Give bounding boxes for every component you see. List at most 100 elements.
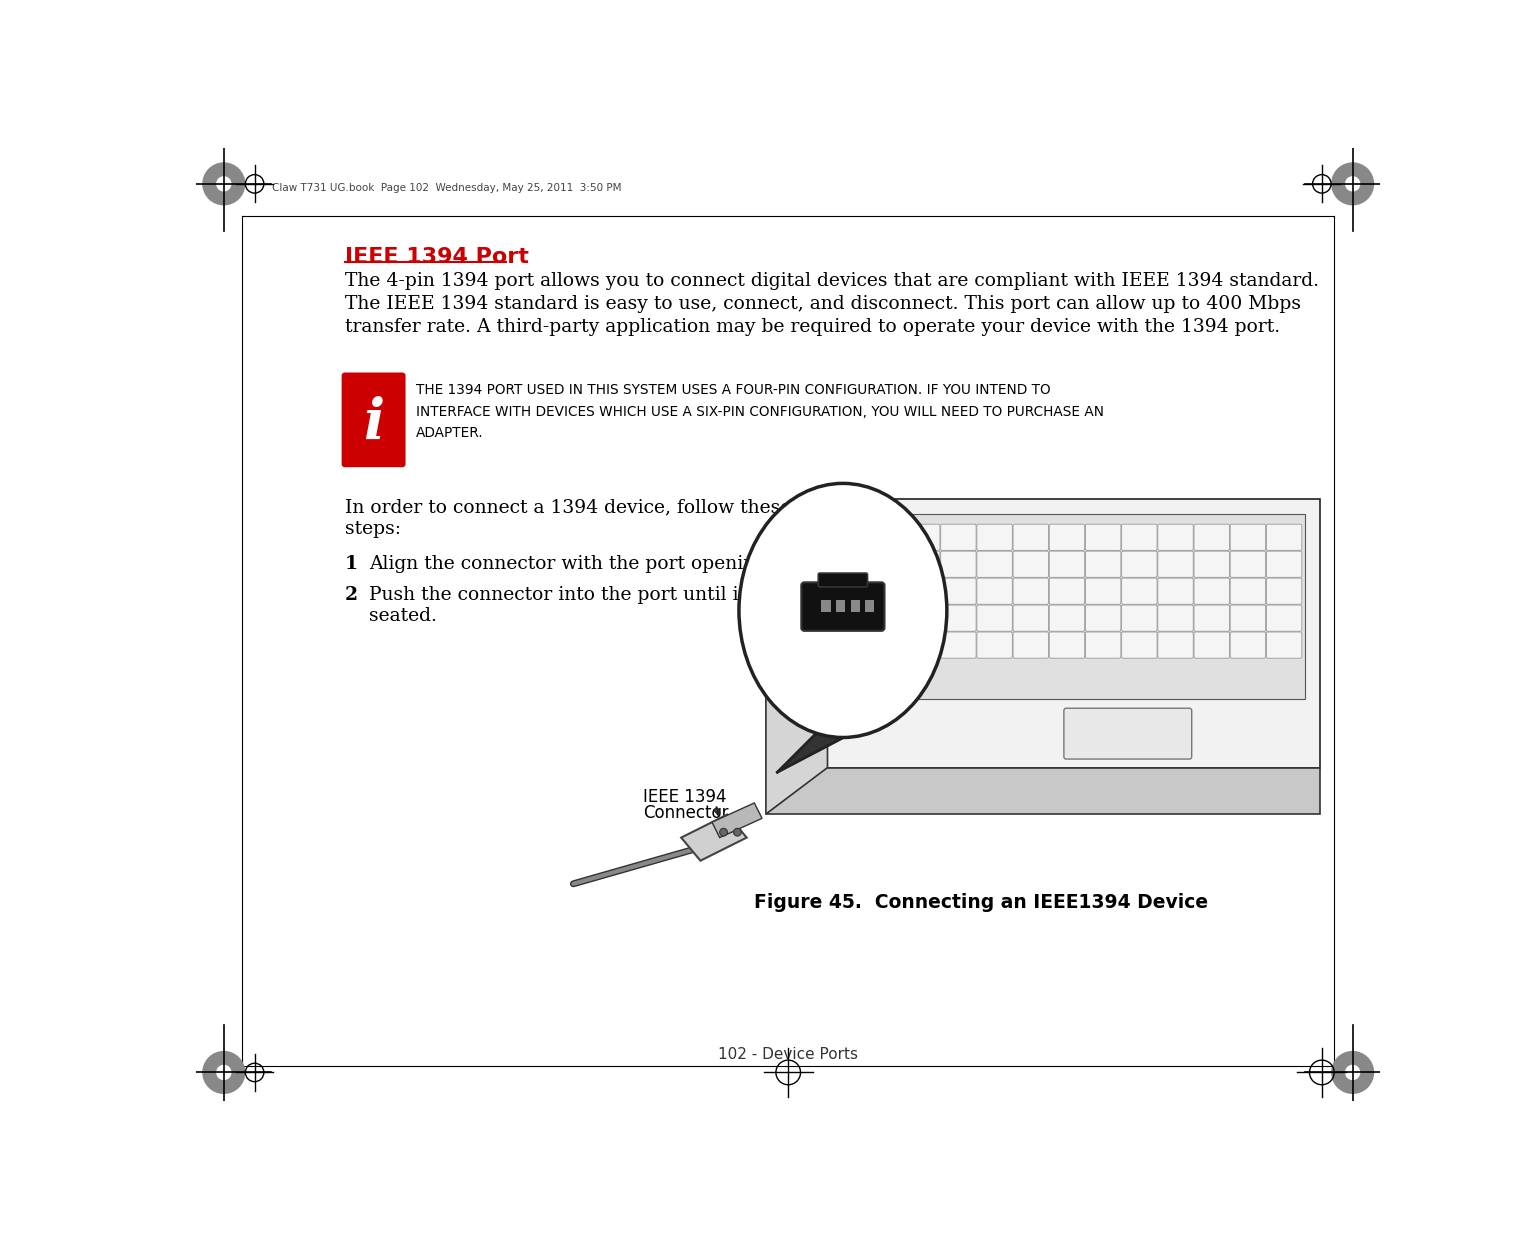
Text: INTERFACE WITH DEVICES WHICH USE A SIX-PIN CONFIGURATION, YOU WILL NEED TO PURCH: INTERFACE WITH DEVICES WHICH USE A SIX-P… [417, 404, 1104, 419]
FancyBboxPatch shape [1014, 605, 1049, 631]
FancyBboxPatch shape [1230, 524, 1266, 550]
Polygon shape [712, 803, 761, 837]
FancyBboxPatch shape [941, 552, 977, 578]
FancyBboxPatch shape [801, 583, 884, 631]
FancyBboxPatch shape [1049, 552, 1084, 578]
Text: Figure 45.  Connecting an IEEE1394 Device: Figure 45. Connecting an IEEE1394 Device [755, 893, 1209, 912]
Text: i: i [363, 396, 384, 450]
FancyBboxPatch shape [1014, 632, 1049, 658]
FancyBboxPatch shape [941, 578, 977, 605]
FancyBboxPatch shape [341, 372, 406, 468]
FancyBboxPatch shape [1014, 578, 1049, 605]
FancyBboxPatch shape [767, 601, 798, 616]
FancyBboxPatch shape [851, 600, 860, 612]
FancyBboxPatch shape [977, 578, 1012, 605]
FancyBboxPatch shape [869, 632, 904, 658]
FancyBboxPatch shape [869, 524, 904, 550]
Text: IEEE 1394: IEEE 1394 [643, 788, 726, 805]
FancyBboxPatch shape [1158, 578, 1193, 605]
Circle shape [1344, 1065, 1360, 1080]
Text: Push the connector into the port until it is: Push the connector into the port until i… [369, 586, 767, 604]
FancyBboxPatch shape [1266, 578, 1301, 605]
FancyBboxPatch shape [869, 578, 904, 605]
FancyBboxPatch shape [1086, 524, 1121, 550]
Circle shape [217, 176, 232, 192]
FancyBboxPatch shape [769, 656, 787, 666]
FancyBboxPatch shape [869, 605, 904, 631]
Circle shape [1344, 176, 1360, 192]
Circle shape [203, 162, 246, 205]
Text: ADAPTER.: ADAPTER. [417, 427, 484, 440]
FancyBboxPatch shape [1158, 552, 1193, 578]
Ellipse shape [738, 484, 947, 737]
FancyBboxPatch shape [1193, 524, 1229, 550]
FancyBboxPatch shape [977, 632, 1012, 658]
Circle shape [734, 829, 741, 836]
FancyBboxPatch shape [904, 605, 940, 631]
FancyBboxPatch shape [1158, 605, 1193, 631]
FancyBboxPatch shape [1266, 605, 1301, 631]
Circle shape [217, 1065, 232, 1080]
Circle shape [203, 1051, 246, 1094]
FancyBboxPatch shape [1230, 552, 1266, 578]
Text: IEEE 1394 Port: IEEE 1394 Port [345, 247, 529, 267]
Circle shape [1330, 162, 1373, 205]
FancyBboxPatch shape [1086, 605, 1121, 631]
FancyBboxPatch shape [904, 552, 940, 578]
Polygon shape [766, 499, 827, 814]
FancyBboxPatch shape [1230, 578, 1266, 605]
FancyBboxPatch shape [1121, 605, 1157, 631]
FancyBboxPatch shape [1086, 578, 1121, 605]
Text: seated.: seated. [369, 607, 437, 626]
FancyBboxPatch shape [904, 524, 940, 550]
FancyBboxPatch shape [769, 637, 798, 647]
Polygon shape [681, 814, 746, 861]
FancyBboxPatch shape [904, 632, 940, 658]
Circle shape [1330, 1051, 1373, 1094]
FancyBboxPatch shape [1158, 524, 1193, 550]
Text: The 4-pin 1394 port allows you to connect digital devices that are compliant wit: The 4-pin 1394 port allows you to connec… [345, 272, 1318, 289]
FancyBboxPatch shape [818, 573, 867, 586]
Text: Claw T731 UG.book  Page 102  Wednesday, May 25, 2011  3:50 PM: Claw T731 UG.book Page 102 Wednesday, Ma… [272, 183, 621, 193]
Text: Align the connector with the port opening.: Align the connector with the port openin… [369, 555, 774, 573]
FancyBboxPatch shape [977, 524, 1012, 550]
Text: 1: 1 [345, 555, 358, 573]
FancyBboxPatch shape [1121, 578, 1157, 605]
FancyBboxPatch shape [1014, 524, 1049, 550]
FancyBboxPatch shape [1086, 552, 1121, 578]
FancyBboxPatch shape [1158, 632, 1193, 658]
FancyBboxPatch shape [769, 675, 787, 684]
FancyBboxPatch shape [941, 524, 977, 550]
Polygon shape [766, 768, 1320, 814]
Text: In order to connect a 1394 device, follow these: In order to connect a 1394 device, follo… [345, 499, 791, 517]
FancyBboxPatch shape [1193, 552, 1229, 578]
Text: The IEEE 1394 standard is easy to use, connect, and disconnect. This port can al: The IEEE 1394 standard is easy to use, c… [345, 294, 1301, 313]
FancyBboxPatch shape [904, 578, 940, 605]
Text: 2: 2 [345, 586, 358, 604]
FancyBboxPatch shape [1230, 605, 1266, 631]
FancyBboxPatch shape [1266, 632, 1301, 658]
Polygon shape [858, 515, 1304, 699]
FancyBboxPatch shape [821, 600, 831, 612]
FancyBboxPatch shape [1049, 578, 1084, 605]
FancyBboxPatch shape [941, 632, 977, 658]
FancyBboxPatch shape [1121, 552, 1157, 578]
Text: Connector: Connector [643, 804, 727, 823]
FancyBboxPatch shape [1121, 524, 1157, 550]
FancyBboxPatch shape [1121, 632, 1157, 658]
FancyBboxPatch shape [1230, 632, 1266, 658]
FancyBboxPatch shape [869, 552, 904, 578]
FancyBboxPatch shape [1266, 524, 1301, 550]
FancyBboxPatch shape [977, 605, 1012, 631]
FancyBboxPatch shape [1049, 524, 1084, 550]
FancyBboxPatch shape [1049, 632, 1084, 658]
FancyBboxPatch shape [1064, 709, 1192, 760]
Text: THE 1394 PORT USED IN THIS SYSTEM USES A FOUR-PIN CONFIGURATION. IF YOU INTEND T: THE 1394 PORT USED IN THIS SYSTEM USES A… [417, 383, 1050, 397]
FancyBboxPatch shape [1193, 578, 1229, 605]
FancyBboxPatch shape [1086, 632, 1121, 658]
FancyBboxPatch shape [1049, 605, 1084, 631]
FancyBboxPatch shape [1193, 605, 1229, 631]
FancyBboxPatch shape [977, 552, 1012, 578]
Circle shape [720, 829, 727, 836]
FancyBboxPatch shape [941, 605, 977, 631]
